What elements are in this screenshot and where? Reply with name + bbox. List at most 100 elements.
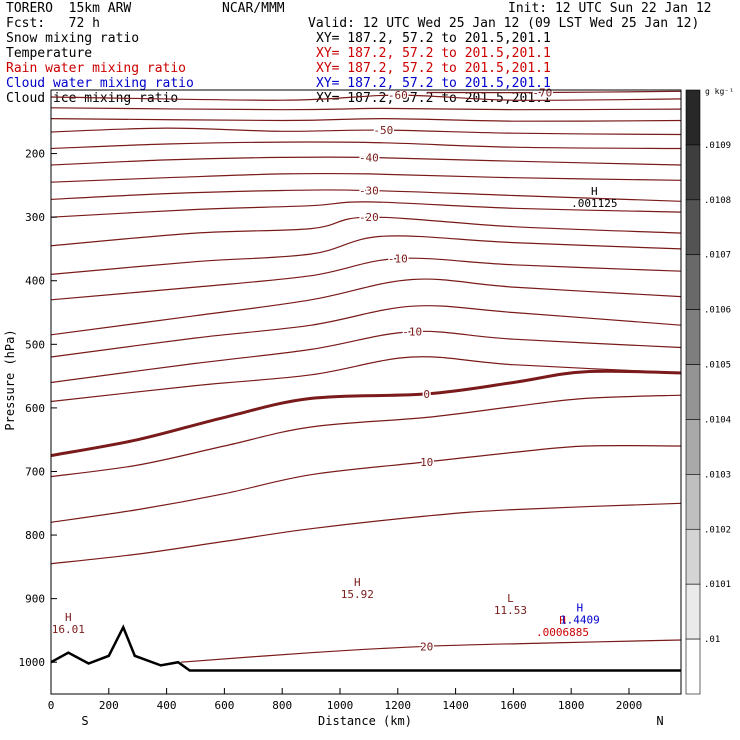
x-tick-label: 800 bbox=[272, 699, 292, 712]
extremum-value: 15.92 bbox=[341, 588, 374, 601]
isotherm-label: -50 bbox=[373, 124, 393, 137]
isotherm-label: -30 bbox=[359, 184, 379, 197]
colorbar-segment bbox=[685, 474, 701, 530]
colorbar-label: .0106 bbox=[704, 306, 731, 316]
extremum-value: .0006885 bbox=[536, 626, 589, 639]
y-tick-label: 600 bbox=[25, 402, 45, 415]
isotherm-line bbox=[50, 235, 682, 275]
isotherm-label: -10 bbox=[388, 252, 408, 265]
colorbar-segment bbox=[685, 638, 701, 695]
colorbar-segment bbox=[685, 364, 701, 420]
isotherm-line bbox=[50, 502, 682, 565]
legend-temperature-xy: XY= 187.2, 57.2 to 201.5,201.1 bbox=[316, 46, 551, 61]
isotherm-label: -60 bbox=[388, 89, 408, 102]
extremum-value: 11.53 bbox=[494, 604, 527, 617]
x-tick-label: 400 bbox=[157, 699, 177, 712]
terrain-line bbox=[50, 624, 681, 672]
isotherm-line bbox=[50, 305, 682, 358]
x-tick-label: 2000 bbox=[616, 699, 643, 712]
forecast-hour: Fcst: 72 h bbox=[6, 16, 100, 31]
isotherm-label: -70 bbox=[532, 87, 552, 100]
y-tick-label: 300 bbox=[25, 211, 45, 224]
isotherm-label: 10 bbox=[420, 456, 433, 469]
legend-cloudwater-xy: XY= 187.2, 57.2 to 201.5,201.1 bbox=[316, 76, 551, 91]
y-tick-label: 900 bbox=[25, 593, 45, 606]
isotherm-label: 20 bbox=[420, 640, 433, 653]
y-tick-label: 200 bbox=[25, 148, 45, 161]
colorbar-segment bbox=[685, 528, 701, 585]
y-axis-label: Pressure (hPa) bbox=[3, 329, 17, 430]
isotherm-line bbox=[50, 216, 682, 247]
colorbar-segment bbox=[685, 419, 701, 475]
endpoint-north: N bbox=[656, 714, 663, 728]
isotherm-line bbox=[50, 444, 682, 523]
colorbar-label: .0101 bbox=[704, 580, 731, 590]
isotherm-line bbox=[50, 356, 682, 403]
terrain-fill bbox=[51, 627, 681, 694]
colorbar-segment bbox=[685, 309, 701, 365]
y-tick-label: 800 bbox=[25, 529, 45, 542]
extremum-value: 1.4409 bbox=[560, 613, 600, 626]
isotherm-label: -10 bbox=[402, 326, 422, 339]
extremum-value: .001125 bbox=[571, 197, 617, 210]
isotherm-line bbox=[50, 141, 682, 150]
y-tick-label: 400 bbox=[25, 275, 45, 288]
colorbar-label: .0109 bbox=[704, 141, 731, 151]
y-tick-label: 700 bbox=[25, 465, 45, 478]
isotherm-label: 0 bbox=[423, 388, 430, 401]
x-tick-label: 200 bbox=[99, 699, 119, 712]
isotherm-line bbox=[50, 330, 682, 384]
center-name: NCAR/MMM bbox=[222, 1, 285, 16]
isotherm-line bbox=[426, 90, 682, 94]
legend-rain-label: Rain water mixing ratio bbox=[6, 61, 187, 76]
colorbar-unit: g kg⁻¹ bbox=[705, 87, 734, 96]
colorbar-segment bbox=[685, 89, 701, 146]
legend-snow-label: Snow mixing ratio bbox=[6, 31, 140, 46]
isotherm-line bbox=[50, 201, 682, 218]
extremum-value: 16.01 bbox=[52, 623, 85, 636]
x-tick-label: 1400 bbox=[442, 699, 469, 712]
isotherm-line bbox=[50, 189, 682, 202]
legend-rain-xy: XY= 187.2, 57.2 to 201.5,201.1 bbox=[316, 61, 551, 76]
colorbar-label: .0108 bbox=[704, 196, 731, 206]
extremum-marker: H bbox=[65, 611, 72, 624]
x-tick-label: 1600 bbox=[500, 699, 527, 712]
colorbar-segment bbox=[685, 144, 701, 201]
isotherm-label: -40 bbox=[359, 151, 379, 164]
colorbar-segment bbox=[685, 254, 701, 310]
colorbar-segment bbox=[685, 583, 701, 640]
extremum-marker: H bbox=[559, 614, 566, 627]
isotherm-line bbox=[50, 107, 682, 111]
colorbar-label: .0102 bbox=[704, 525, 731, 535]
isotherm-line bbox=[50, 127, 682, 136]
colorbar-segment bbox=[685, 199, 701, 256]
x-tick-label: 0 bbox=[48, 699, 55, 712]
legend-temperature-label: Temperature bbox=[6, 46, 93, 61]
isotherm-line bbox=[50, 394, 682, 478]
x-tick-label: 1800 bbox=[558, 699, 585, 712]
legend-snow-xy: XY= 187.2, 57.2 to 201.5,201.1 bbox=[316, 31, 551, 46]
isotherm-line bbox=[50, 117, 682, 122]
isotherm-line bbox=[50, 257, 682, 301]
extremum-marker: H bbox=[591, 185, 598, 198]
legend-cloudice-xy: XY= 187.2, 57.2 to 201.5,201.1 bbox=[316, 91, 551, 106]
valid-time: Valid: 12 UTC Wed 25 Jan 12 (09 LST Wed … bbox=[308, 16, 700, 31]
isotherm-line bbox=[180, 639, 682, 663]
extremum-marker: L bbox=[507, 592, 514, 605]
model-name: TORERO 15km ARW bbox=[6, 1, 132, 16]
x-tick-label: 600 bbox=[214, 699, 234, 712]
colorbar-label: .0105 bbox=[704, 361, 731, 371]
x-tick-label: 1000 bbox=[327, 699, 354, 712]
colorbar-label: .01 bbox=[704, 635, 720, 645]
colorbar-label: .0104 bbox=[704, 415, 731, 425]
colorbar-label: .0103 bbox=[704, 470, 731, 480]
isotherm-line bbox=[50, 278, 682, 336]
isotherm-line bbox=[50, 172, 682, 183]
x-tick-label: 1200 bbox=[385, 699, 412, 712]
extremum-marker: H bbox=[354, 576, 361, 589]
extremum-marker: H bbox=[577, 601, 584, 614]
isotherm-line bbox=[50, 94, 682, 101]
x-axis-label: Distance (km) bbox=[318, 714, 412, 728]
isotherm-line bbox=[50, 369, 682, 458]
